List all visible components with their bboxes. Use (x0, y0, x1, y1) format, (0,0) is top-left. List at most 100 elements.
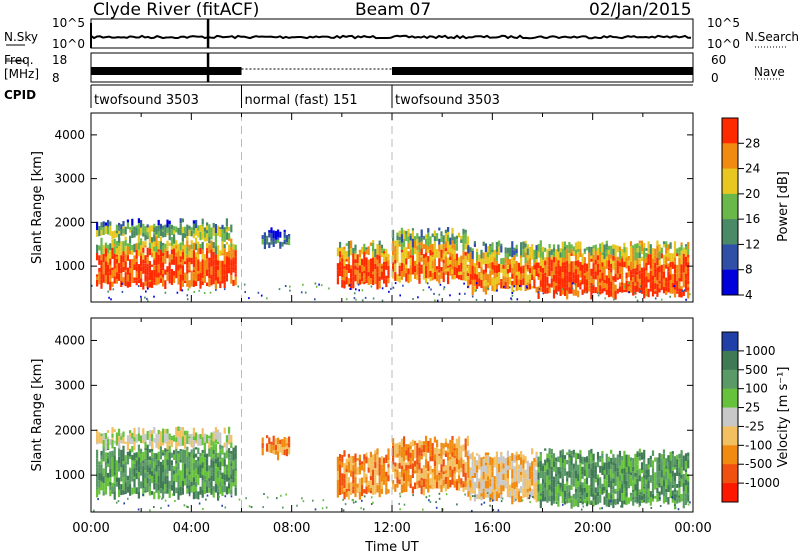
power-echo-cell (131, 276, 134, 283)
velocity-echo-cell (651, 493, 655, 499)
power-echo-cell (219, 281, 222, 289)
power-echo-cell (153, 223, 156, 228)
velocity-echo-cell (378, 463, 381, 472)
velocity-speckle (355, 500, 357, 503)
power-echo-cell (199, 272, 202, 281)
velocity-echo-cell (166, 451, 169, 460)
power-echo-cell (469, 264, 472, 268)
velocity-echo-cell (658, 482, 661, 488)
velocity-echo-cell (195, 481, 198, 488)
power-speckle (673, 285, 676, 288)
velocity-speckle (206, 494, 209, 497)
velocity-echo-cell (219, 456, 222, 460)
velocity-speckle (149, 509, 151, 512)
power-echo-cell (378, 251, 381, 256)
velocity-echo-cell (662, 453, 666, 460)
velocity-speckle (360, 507, 362, 510)
power-speckle (571, 287, 574, 290)
velocity-echo-cell (684, 472, 688, 480)
power-echo-cell (376, 259, 379, 267)
velocity-echo-cell (555, 486, 558, 496)
power-echo-cell (687, 287, 690, 291)
velocity-echo-cell (157, 451, 160, 461)
power-echo-cell (111, 281, 114, 287)
velocity-echo-cell (98, 480, 101, 488)
power-echo-cell (594, 259, 597, 265)
power-echo-cell (197, 254, 200, 260)
velocity-echo-cell (539, 485, 542, 494)
power-echo-cell (473, 263, 476, 267)
velocity-echo-cell (155, 453, 158, 460)
power-echo-cell (559, 289, 562, 296)
velocity-echo-cell (188, 438, 191, 445)
velocity-echo-cell (610, 464, 613, 470)
velocity-echo-cell (361, 464, 364, 471)
velocity-speckle (285, 493, 287, 496)
power-echo-cell (592, 263, 595, 272)
velocity-echo-cell (476, 472, 479, 478)
power-echo-cell (673, 289, 677, 298)
power-echo-cell (643, 242, 646, 248)
velocity-echo-cell (392, 483, 395, 490)
power-speckle (248, 297, 250, 300)
power-echo-cell (590, 252, 593, 256)
power-echo-cell (531, 266, 534, 275)
power-echo-cell (376, 272, 379, 279)
power-echo-cell (425, 238, 428, 245)
power-echo-cell (206, 269, 209, 277)
velocity-echo-cell (623, 500, 626, 505)
velocity-echo-cell (640, 454, 644, 460)
power-echo-cell (555, 257, 558, 263)
velocity-echo-cell (102, 468, 105, 477)
velocity-echo-cell (380, 474, 383, 482)
power-speckle (108, 296, 110, 299)
velocity-echo-cell (476, 469, 479, 473)
power-echo-cell (122, 267, 125, 270)
velocity-echo-cell (159, 445, 162, 455)
velocity-echo-cell (601, 483, 604, 488)
velocity-echo-cell (221, 479, 224, 486)
power-echo-cell (614, 284, 617, 291)
power-echo-cell (607, 277, 611, 287)
velocity-echo-cell (400, 438, 403, 447)
velocity-echo-cell (491, 465, 494, 472)
power-echo-cell (460, 235, 463, 240)
power-echo-cell (520, 266, 523, 274)
velocity-echo-cell (210, 467, 213, 470)
velocity-speckle (361, 499, 363, 502)
power-echo-cell (153, 265, 156, 270)
velocity-echo-cell (651, 450, 655, 456)
velocity-echo-cell (354, 474, 357, 478)
power-echo-cell (566, 283, 569, 291)
power-echo-cell (380, 266, 383, 269)
power-echo-cell (601, 252, 604, 255)
power-echo-cell (197, 262, 200, 271)
power-echo-cell (392, 241, 395, 248)
velocity-echo-cell (418, 453, 421, 456)
power-echo-cell (566, 254, 569, 261)
velocity-echo-cell (561, 478, 564, 484)
velocity-echo-cell (137, 444, 140, 452)
power-echo-cell (129, 229, 132, 233)
power-echo-cell (416, 274, 419, 280)
power-echo-cell (129, 259, 132, 266)
velocity-echo-cell (148, 437, 151, 447)
velocity-echo-cell (208, 448, 211, 452)
power-echo-cell (438, 251, 441, 259)
velocity-echo-cell (478, 454, 481, 461)
velocity-echo-cell (678, 476, 681, 481)
power-echo-cell (610, 281, 613, 290)
velocity-echo-cell (643, 475, 646, 479)
velocity-echo-cell (230, 463, 233, 467)
velocity-echo-cell (599, 488, 602, 495)
power-echo-cell (524, 285, 527, 291)
velocity-echo-cell (451, 444, 454, 453)
velocity-echo-cell (425, 444, 428, 453)
power-echo-cell (148, 279, 151, 282)
power-echo-cell (208, 232, 211, 238)
power-echo-cell (234, 273, 237, 277)
power-echo-cell (369, 242, 372, 246)
velocity-echo-cell (166, 467, 169, 474)
power-echo-cell (124, 236, 127, 241)
power-echo-cell (107, 246, 110, 254)
